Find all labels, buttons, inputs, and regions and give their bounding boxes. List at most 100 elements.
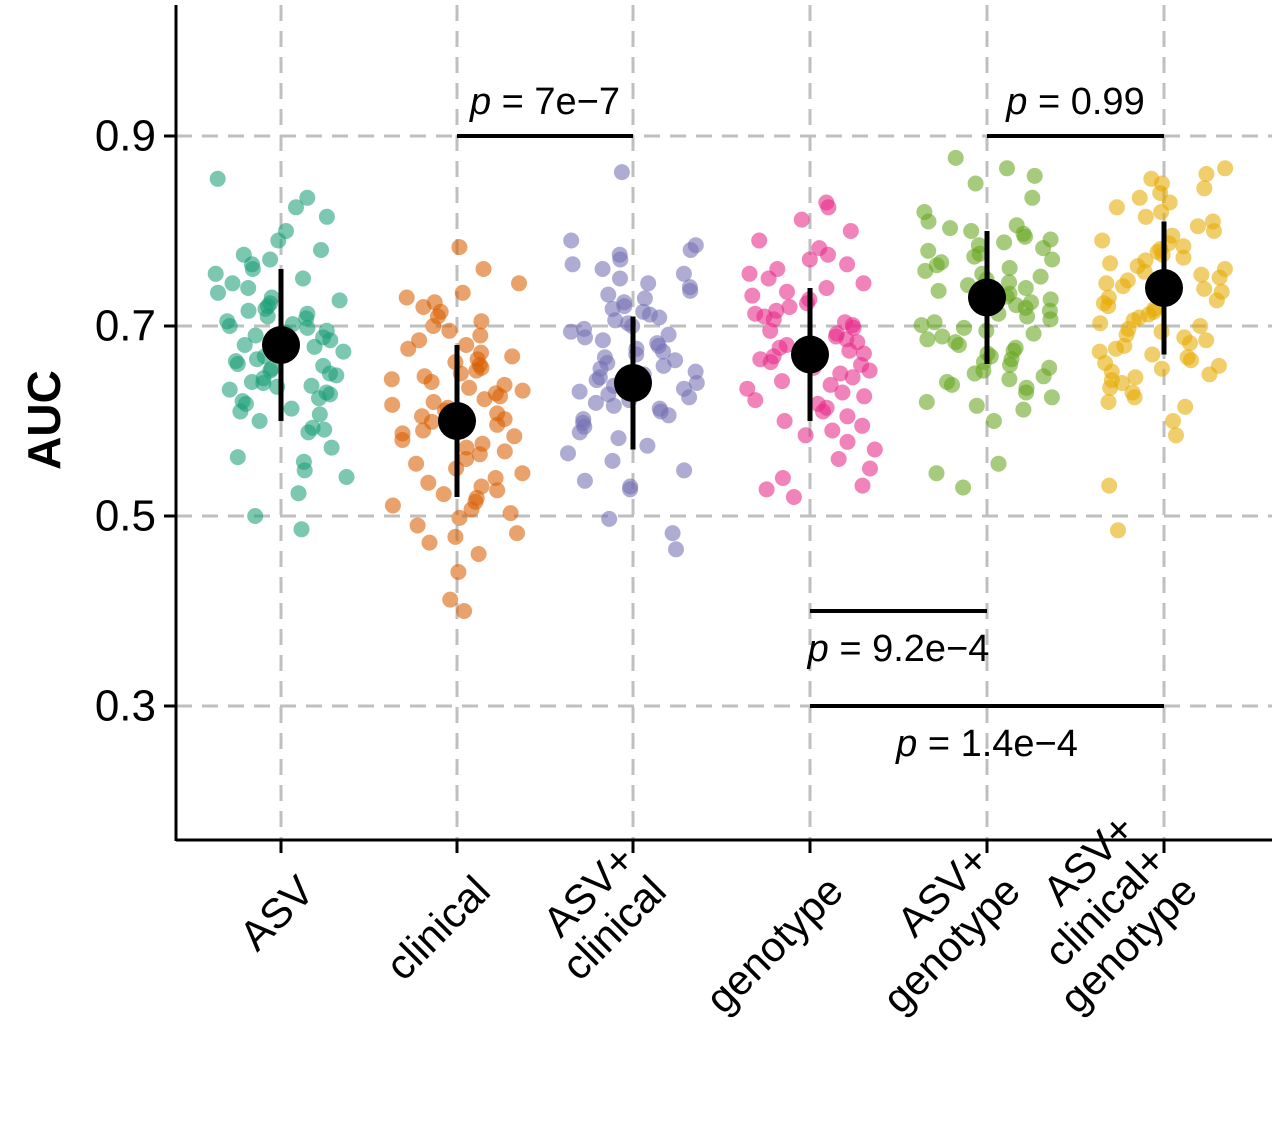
data-point [1164, 227, 1181, 244]
data-point [612, 270, 628, 287]
data-point [411, 332, 428, 349]
data-point [263, 360, 280, 377]
y-tick-label: 0.3 [95, 682, 156, 731]
data-point [1032, 268, 1049, 285]
data-point [1175, 249, 1192, 266]
data-point [576, 320, 593, 337]
data-point [435, 486, 452, 503]
data-point [313, 242, 329, 258]
data-point [967, 175, 984, 192]
data-point [1025, 325, 1042, 342]
data-point [834, 384, 851, 401]
data-point [236, 337, 253, 353]
data-point [854, 477, 871, 494]
summary-layer [262, 221, 1183, 497]
data-point [668, 541, 684, 558]
data-point [640, 275, 657, 292]
data-point [801, 251, 818, 268]
data-point [447, 528, 464, 545]
data-point [441, 322, 458, 339]
data-point [487, 470, 504, 486]
p-symbol: p [895, 723, 917, 765]
data-point [1001, 260, 1018, 276]
data-point [414, 408, 430, 425]
data-point [939, 374, 955, 390]
data-point [283, 400, 300, 417]
data-point [1119, 272, 1136, 289]
data-point [472, 327, 489, 344]
y-tick-label: 0.5 [95, 492, 156, 541]
data-point [235, 246, 252, 263]
data-point [504, 348, 521, 365]
data-point [970, 237, 987, 254]
data-point [963, 223, 980, 239]
p-value: = 9.2e−4 [829, 628, 990, 670]
data-point [604, 452, 621, 469]
data-point [1043, 389, 1060, 406]
data-point [564, 256, 581, 273]
data-point [315, 357, 332, 374]
data-point [1144, 346, 1161, 363]
data-point [290, 485, 307, 502]
data-point [1042, 231, 1059, 248]
data-point [809, 395, 826, 412]
data-point [262, 251, 279, 268]
data-point [234, 393, 251, 410]
data-point [240, 280, 257, 296]
data-point [854, 417, 871, 434]
data-point [687, 237, 704, 254]
data-point [229, 449, 246, 466]
data-point [1094, 232, 1111, 249]
data-point [383, 371, 400, 388]
data-point [1168, 427, 1184, 444]
data-point [600, 286, 617, 303]
data-point [832, 365, 849, 382]
data-point [489, 405, 506, 422]
data-point [916, 204, 933, 220]
data-point [576, 472, 593, 489]
data-point [1017, 280, 1034, 296]
data-point [473, 313, 490, 330]
data-point [855, 275, 872, 292]
tick-layer: 0.3 0.5 0.7 0.9 [95, 112, 1166, 853]
data-point [1217, 160, 1234, 177]
data-point [667, 352, 684, 369]
data-point [1176, 329, 1193, 346]
data-point [842, 223, 859, 239]
data-point [331, 292, 348, 309]
p-value-label: p = 9.2e−4 [807, 628, 990, 670]
data-point [560, 445, 576, 462]
data-point [563, 232, 580, 249]
p-value-label: p = 7e−7 [469, 81, 620, 123]
data-point [1024, 189, 1041, 206]
data-point [473, 344, 489, 361]
data-point [774, 470, 791, 486]
data-point [856, 388, 873, 405]
data-point [420, 474, 437, 491]
data-point [758, 481, 775, 498]
data-point [676, 462, 693, 479]
data-point [999, 160, 1015, 177]
data-point [1015, 401, 1032, 418]
points-layer [207, 149, 1234, 619]
data-point [421, 534, 438, 551]
data-point [1108, 199, 1125, 216]
x-tick-label: ASV+clinical+genotype [1034, 804, 1206, 1022]
p-symbol: p [807, 628, 829, 670]
data-point [1124, 384, 1141, 401]
data-point [288, 199, 304, 216]
data-point [1001, 371, 1018, 388]
data-point [928, 465, 945, 482]
data-point [918, 394, 935, 410]
data-point [611, 246, 628, 263]
data-point [781, 299, 798, 315]
data-point [293, 521, 310, 538]
data-point [1044, 251, 1061, 268]
p-symbol: p [469, 81, 491, 123]
y-tick-label: 0.9 [95, 112, 156, 161]
data-point [442, 591, 459, 608]
data-point [839, 433, 856, 450]
data-point [251, 413, 268, 429]
data-point [776, 413, 793, 429]
mean-point [1145, 269, 1183, 307]
